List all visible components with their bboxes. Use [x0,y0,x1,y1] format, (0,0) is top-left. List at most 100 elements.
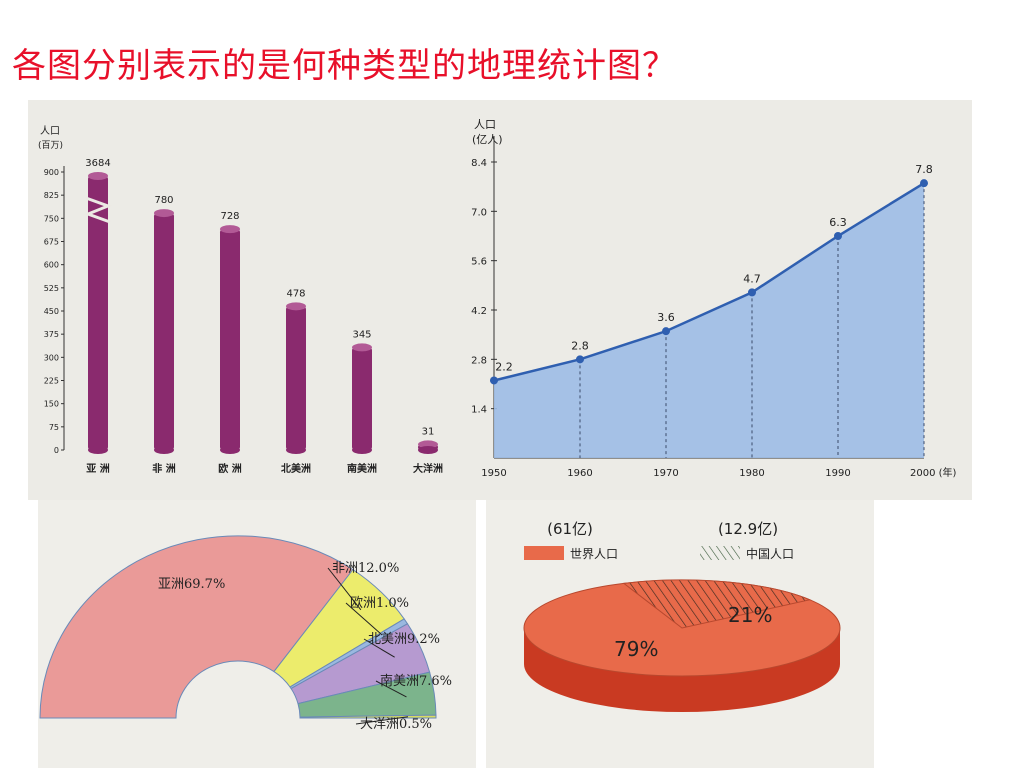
bar-y-tick-label: 600 [44,261,59,270]
bar-yunit: (百万) [38,140,63,151]
area-data-label: 3.6 [657,311,675,324]
area-x-tick-label: 1950 [481,468,506,479]
area-x-tick-label: 1970 [653,468,678,479]
pie-slice-label: 大洋洲0.5% [360,717,432,732]
area-ylabel: 人口 [474,118,496,131]
area-y-tick-label: 4.2 [471,306,487,317]
bar-cap [88,172,108,180]
bar-cap [352,343,372,352]
bar-category-label: 大洋洲 [413,462,443,475]
pie3d-legend-header: (12.9亿) [718,520,778,538]
bar [220,229,240,450]
area-point [748,288,756,297]
bar-data-label: 780 [154,195,173,206]
bar-axis-break [83,196,113,224]
pie3d-legend-label: 世界人口 [570,547,618,561]
pie3d-label: 21% [728,603,772,627]
bar-category-label: 南美洲 [347,462,377,475]
bar-category-label: 非 洲 [152,462,175,475]
bar-y-tick-label: 300 [44,353,59,362]
continent-share-panel: 亚洲69.7% 非洲12.0% 欧洲1.0% 北美洲9.2% 南美洲7.6% 大洋洲0.5… [38,500,476,768]
area-data-label: 7.8 [915,163,933,176]
pie-slice-label: 非洲12.0% [332,561,399,576]
continent-population-bar-chart: 人口 (百万) 0 75 150 225 300 375 450 525 600 675 750 82… [38,125,443,475]
bar-ylabel: 人口 [40,125,60,137]
area-point [490,376,498,385]
pie-slice-label: 亚洲69.7% [158,577,225,592]
area-y-tick-label: 5.6 [471,257,487,268]
population-charts-panel: 人口 (百万) 0 75 150 225 300 375 450 525 600 675 750 82… [28,100,972,500]
bar-base [88,446,108,454]
bar-y-tick-label: 75 [49,423,59,432]
area-data-label: 2.2 [495,360,513,373]
bar-y-tick-label: 225 [44,377,59,386]
pie-slice [39,535,354,719]
bar [352,347,372,450]
pie-slice-label: 南美洲7.6% [380,673,452,689]
bar-cap [154,209,174,218]
bar-data-label: 345 [352,329,371,340]
area-x-tick-label: 1980 [739,468,764,479]
bar [88,176,108,450]
area-data-label: 6.3 [829,216,847,229]
area-x-tick-label: 1960 [567,468,592,479]
bar-category-label: 欧 洲 [218,462,241,475]
population-charts-svg: 人口 (百万) 0 75 150 225 300 375 450 525 600 675 750 82… [38,118,957,479]
bar-base [352,446,372,454]
china-share-panel: (61亿) 世界人口 (12.9亿) 中国人口 79% 21% [486,500,874,768]
area-y-tick-label: 2.8 [471,355,487,366]
bar-y-tick-label: 750 [44,214,59,223]
bar [154,213,174,450]
area-fill [494,183,924,458]
bar-cap [220,225,240,234]
bar-category-label: 北美洲 [281,462,311,475]
pie-leader-line [355,716,409,725]
area-y-tick-label: 8.4 [471,158,487,169]
bar-y-tick-label: 525 [44,284,59,293]
bar [286,306,306,450]
bar-cap [418,440,438,449]
bar-data-label: 478 [286,288,305,299]
pie-slice-label: 北美洲9.2% [368,632,440,647]
bar-category-label: 亚 洲 [86,463,109,475]
area-data-label: 4.7 [743,272,761,285]
area-point [920,179,928,188]
bar-data-label: 728 [220,211,239,222]
bar-base [418,446,438,454]
bar-base [286,446,306,454]
slide-title: 各图分别表示的是何种类型的地理统计图？ [12,46,677,86]
area-data-label: 2.8 [571,339,589,352]
bar-y-tick-label: 375 [44,330,59,339]
area-y-tick-label: 1.4 [471,405,487,416]
pie-leader-line [375,680,407,698]
bar-y-tick-label: 150 [44,400,59,409]
bar-base [154,446,174,454]
bar-cap [286,302,306,311]
pie3d-side [524,628,840,712]
bar-y-tick-label: 675 [44,238,59,247]
pie3d-slice-hatched [622,579,812,629]
pie3d-legend-header: (61亿) [547,520,593,538]
pie-slice-label: 欧洲1.0% [350,596,409,611]
pie-leader-line [327,567,362,611]
area-line [493,182,925,382]
continent-share-pie: 亚洲69.7% 非洲12.0% 欧洲1.0% 北美洲9.2% 南美洲7.6% 大洋洲0.5… [39,535,452,732]
area-yunit: (亿人) [472,133,503,146]
bar-data-label: 31 [422,426,435,437]
pie3d-legend-label: 中国人口 [746,546,794,561]
area-point [834,232,842,240]
bar-y-tick-label: 0 [54,446,59,455]
china-share-pie: (61亿) 世界人口 (12.9亿) 中国人口 79% 21% [523,520,841,712]
pie3d-legend-swatch [700,546,740,560]
bar-base [220,446,240,454]
area-y-tick-label: 7.0 [471,207,487,218]
bar-y-tick-label: 450 [44,307,59,316]
area-point [662,327,670,336]
pie3d-legend-swatch [524,546,564,560]
bar-y-tick-label: 900 [44,168,59,177]
bar-data-label: 3684 [85,158,110,169]
world-population-area-chart: 人口 (亿人) 1.4 2.8 4.2 5.6 7.0 8.4 1950 1960 1970 19… [471,118,956,479]
area-x-tick-label: 1990 [825,468,850,479]
pie3d-label: 79% [614,637,658,661]
bar-y-tick-label: 825 [44,191,59,200]
